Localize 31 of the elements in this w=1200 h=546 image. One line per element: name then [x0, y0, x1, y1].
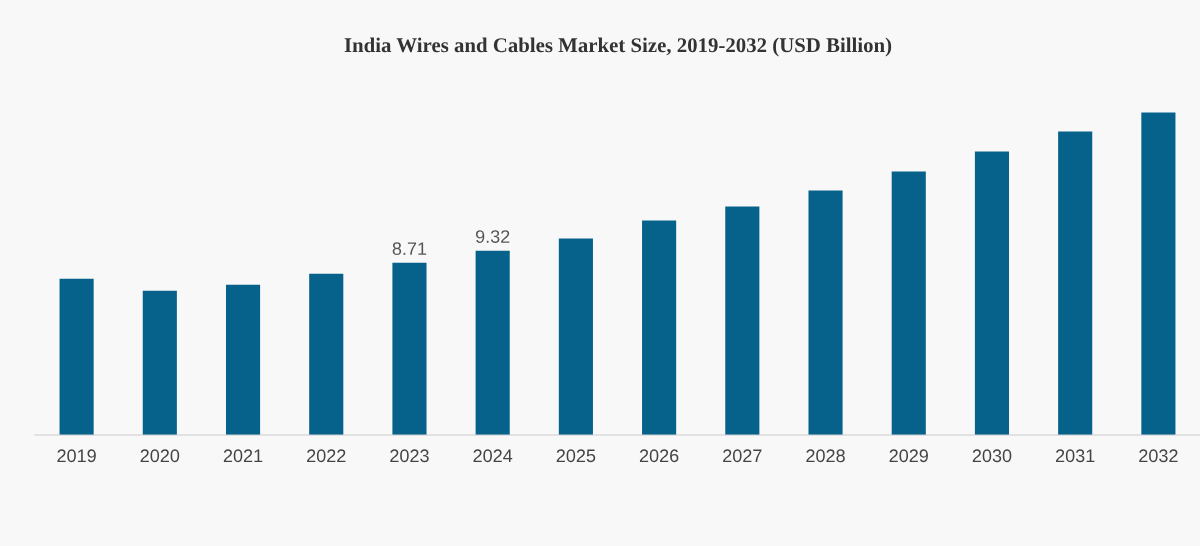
bar	[142, 290, 177, 435]
x-tick-label: 2019	[57, 449, 96, 463]
data-label: 9.32	[475, 230, 510, 243]
bar	[392, 262, 427, 435]
chart-title: India Wires and Cables Market Size, 2019-2032 (USD Billion)	[344, 37, 892, 57]
data-label: 8.71	[392, 242, 427, 255]
bar	[59, 278, 94, 435]
bar	[808, 190, 843, 435]
x-tick-label: 2028	[806, 449, 845, 463]
bar	[891, 171, 926, 435]
x-tick-label: 2025	[556, 449, 596, 463]
bar	[725, 206, 760, 435]
bar	[309, 273, 344, 435]
bar	[475, 250, 510, 435]
x-tick-label: 2020	[140, 449, 180, 463]
x-tick-label: 2023	[390, 449, 429, 463]
x-tick-label: 2031	[1056, 449, 1095, 463]
bar	[1058, 131, 1093, 435]
bar	[1141, 112, 1176, 435]
bar	[974, 151, 1010, 435]
x-tick-label: 2022	[307, 449, 346, 463]
x-tick-label: 2024	[473, 449, 513, 463]
bar	[642, 220, 677, 435]
bar	[225, 284, 261, 435]
bar	[558, 238, 593, 435]
x-tick-label: 2027	[723, 449, 762, 463]
x-tick-label: 2032	[1139, 449, 1178, 463]
x-tick-label: 2029	[889, 449, 928, 463]
x-tick-label: 2021	[223, 449, 263, 463]
x-tick-label: 2030	[972, 449, 1012, 463]
x-tick-label: 2026	[639, 449, 679, 463]
